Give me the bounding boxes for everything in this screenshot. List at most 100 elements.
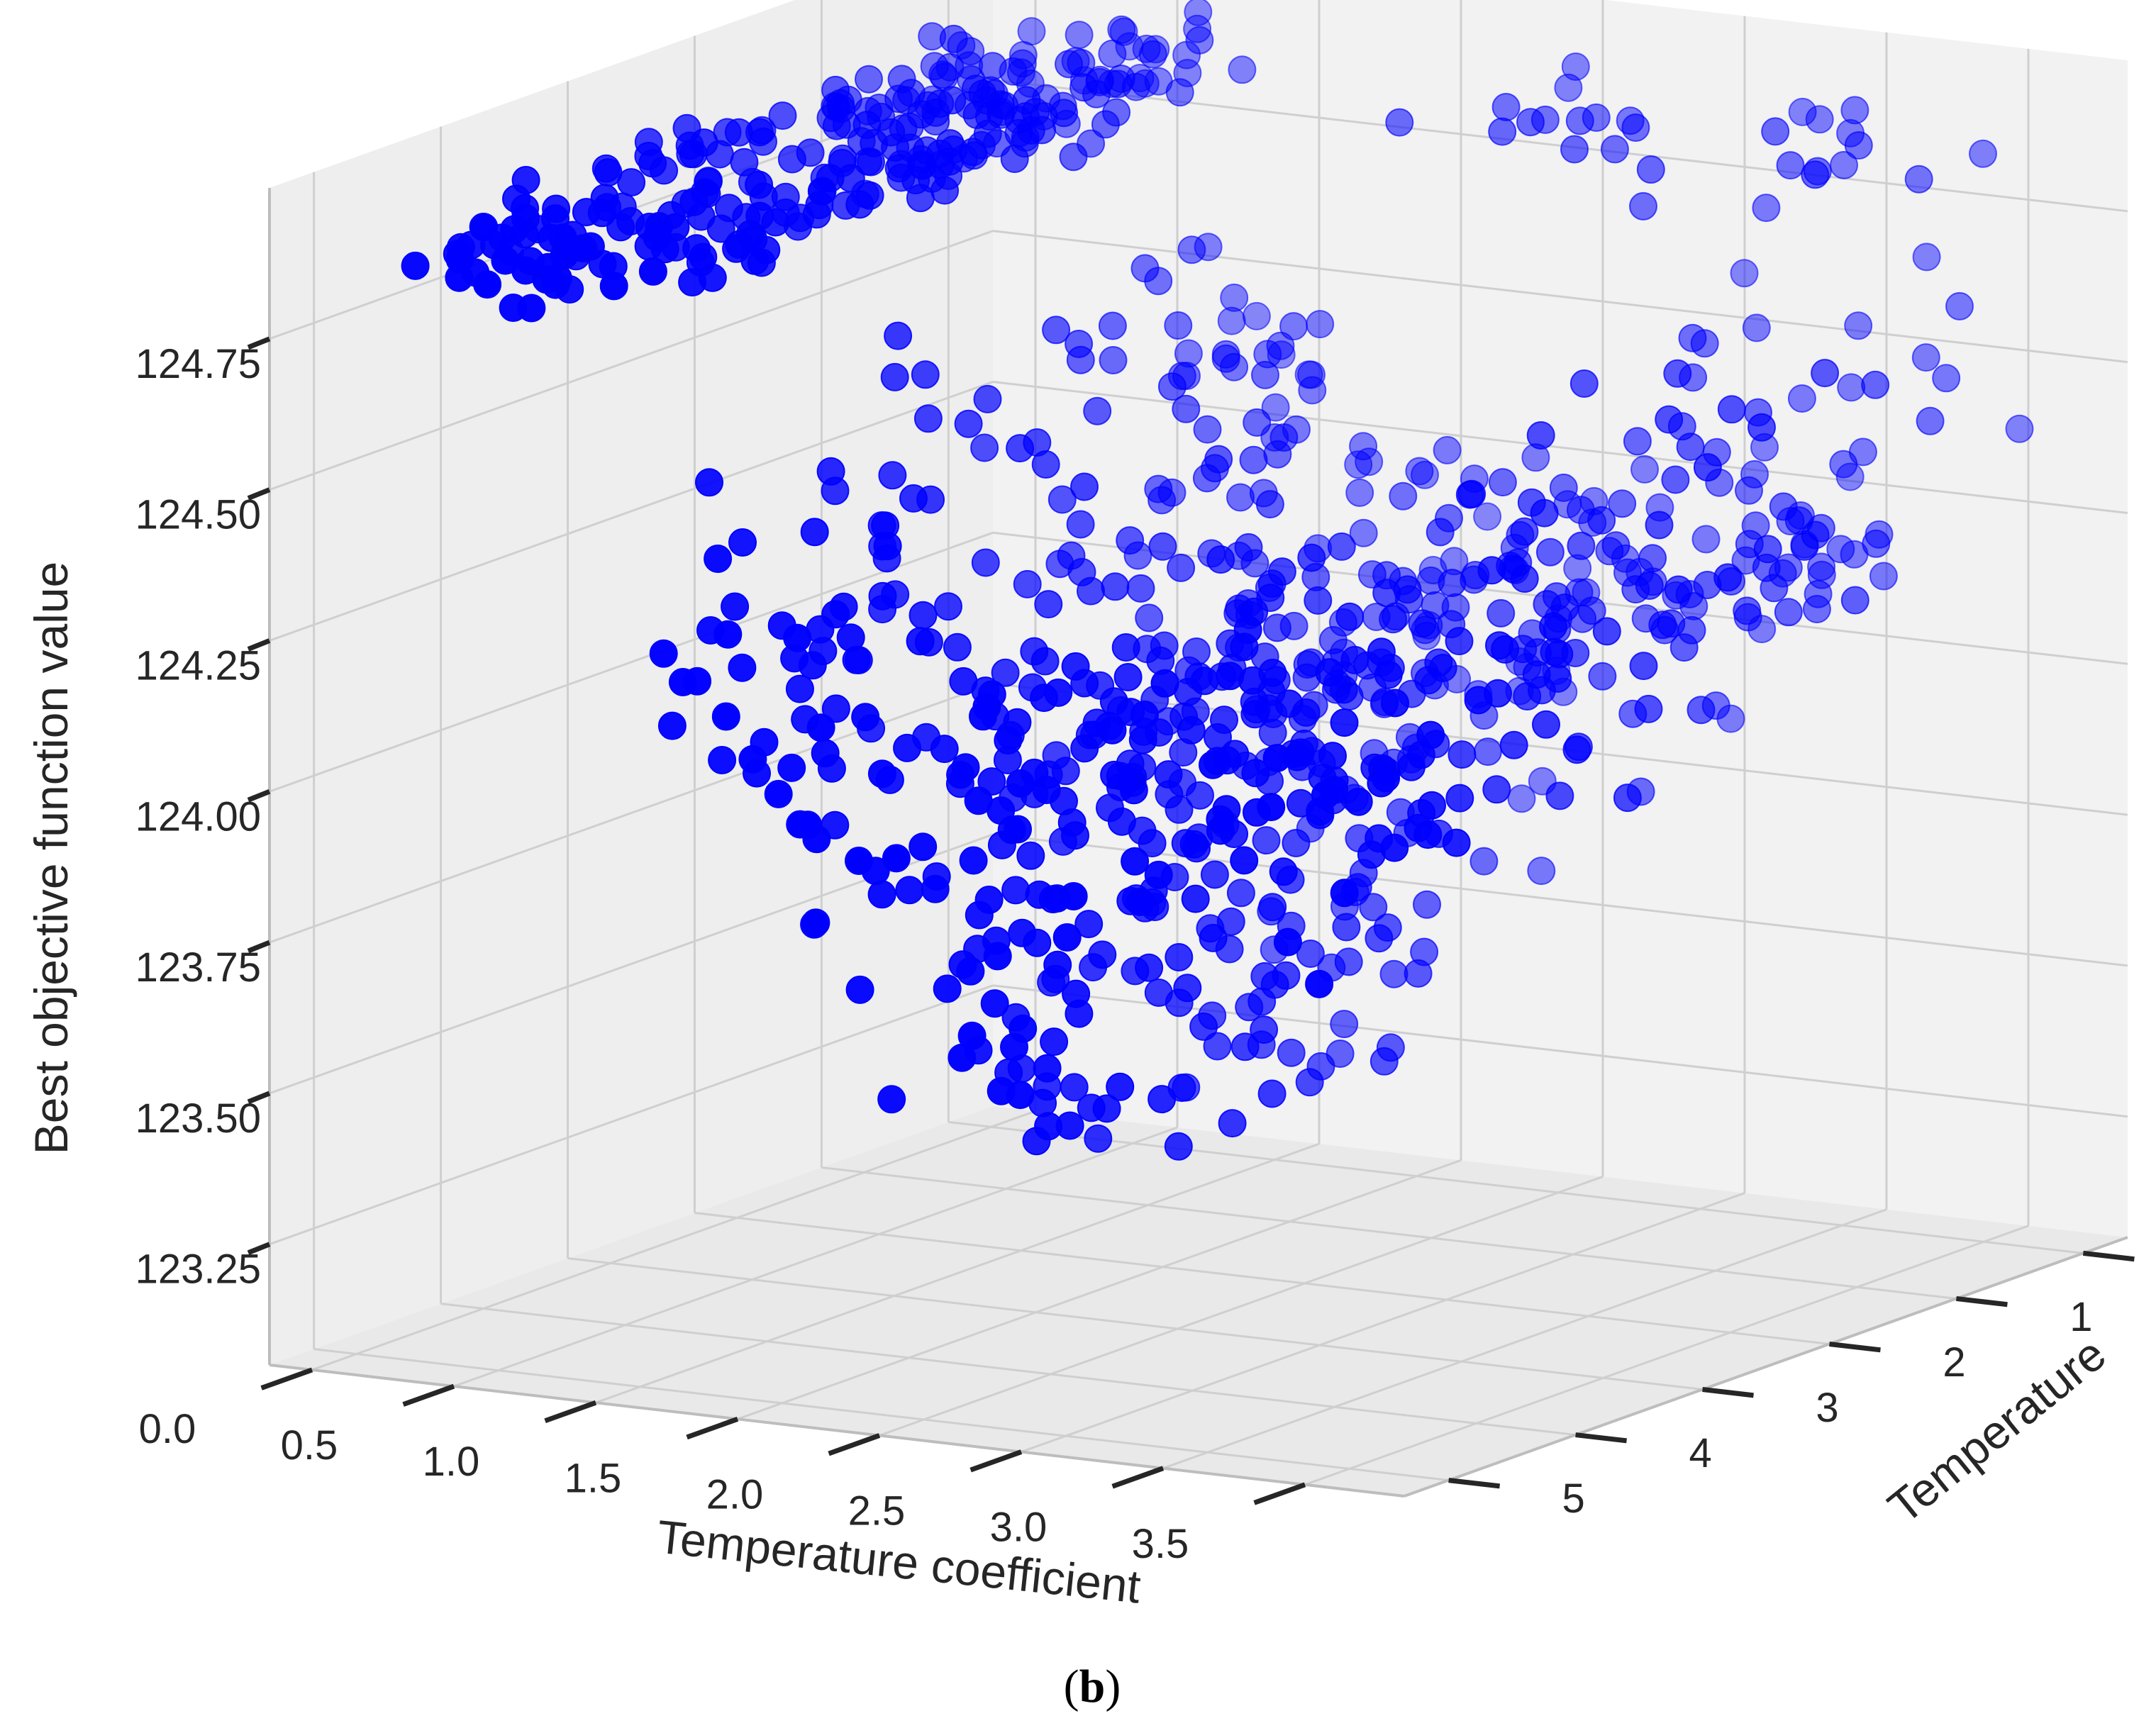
data-point (638, 257, 667, 286)
data-point (1083, 396, 1112, 425)
data-point (1148, 532, 1177, 561)
caption-letter: b (1079, 1661, 1106, 1712)
data-point (906, 627, 935, 656)
data-point (1840, 96, 1869, 125)
data-point (836, 623, 865, 652)
z-tick-mark (247, 940, 271, 954)
data-point (1752, 194, 1781, 223)
data-point (1340, 645, 1369, 674)
data-point (1788, 97, 1817, 126)
z-tick-mark (247, 638, 271, 652)
data-point (1561, 52, 1590, 81)
data-point (1413, 890, 1441, 919)
data-point (1193, 415, 1222, 444)
data-point (1032, 776, 1061, 804)
data-point (1206, 545, 1235, 574)
data-point (1119, 776, 1148, 805)
data-point (1298, 376, 1327, 405)
x-tick-mark (1253, 1482, 1306, 1505)
data-point (1101, 572, 1130, 601)
data-point (1623, 427, 1652, 456)
data-point (1473, 502, 1502, 531)
data-point (1457, 479, 1487, 508)
data-point (1753, 535, 1782, 564)
data-point (1242, 301, 1271, 330)
data-point (1663, 359, 1692, 388)
data-point (1904, 165, 1933, 194)
data-point (1000, 1032, 1028, 1061)
data-point (1098, 39, 1127, 68)
data-point (1655, 405, 1684, 434)
caption-close-paren: ) (1105, 1661, 1121, 1712)
data-point (1267, 557, 1296, 586)
data-point (1177, 235, 1206, 264)
x-tick-mark (544, 1400, 597, 1424)
data-point (1621, 113, 1650, 142)
data-point (1199, 750, 1227, 779)
data-point (1344, 787, 1373, 816)
data-point (1445, 784, 1474, 813)
data-point (811, 739, 840, 768)
y-axis-line (1404, 1236, 2128, 1498)
x-tick-label: 3.0 (990, 1505, 1048, 1551)
data-point (1438, 569, 1467, 598)
data-point (956, 957, 985, 986)
data-point (1349, 518, 1378, 547)
data-point (1006, 58, 1035, 87)
data-point (1216, 662, 1245, 691)
data-point (1220, 283, 1249, 312)
data-point (1033, 1054, 1062, 1083)
data-point (679, 187, 709, 216)
data-point (1098, 311, 1127, 340)
data-point (2005, 414, 2034, 443)
data-point (1128, 725, 1157, 754)
data-point (1840, 586, 1869, 615)
data-point (884, 321, 913, 350)
data-point (1286, 788, 1315, 818)
data-point (713, 620, 743, 649)
data-point (724, 118, 753, 147)
data-point (1608, 489, 1637, 518)
data-point (1157, 372, 1187, 401)
data-point (1261, 393, 1290, 422)
data-point (1226, 483, 1255, 512)
data-point (1126, 888, 1155, 916)
data-point (1545, 781, 1574, 810)
data-point (1664, 575, 1693, 604)
data-point (1669, 633, 1699, 662)
data-point (682, 234, 711, 263)
data-point (816, 457, 845, 486)
data-point (1106, 1072, 1135, 1101)
data-point (1044, 678, 1073, 707)
data-point (1060, 1073, 1089, 1102)
x-grid-line (311, 1110, 1036, 1371)
data-point (1189, 1012, 1218, 1041)
z-tick-label: 123.25 (135, 1247, 261, 1293)
data-point (1165, 795, 1194, 824)
data-point (1177, 715, 1206, 745)
data-point (1109, 17, 1138, 46)
data-point (1017, 17, 1046, 46)
data-point (1318, 742, 1347, 771)
z-tick-label: 123.75 (135, 944, 261, 991)
data-point (1190, 667, 1219, 696)
data-point (1216, 907, 1245, 936)
data-point (1717, 395, 1746, 424)
x-tick-label: 0.0 (139, 1406, 196, 1452)
data-point (1251, 360, 1279, 389)
data-point (1560, 135, 1589, 164)
data-point (800, 910, 829, 939)
data-point (877, 1085, 906, 1114)
data-point (1802, 595, 1831, 623)
data-point (1226, 879, 1255, 908)
data-point (1477, 556, 1506, 585)
data-point (954, 409, 983, 438)
data-point (1469, 847, 1499, 876)
data-point (1464, 686, 1493, 715)
data-point (1969, 139, 1997, 168)
data-point (1062, 979, 1091, 1008)
data-point (1761, 117, 1790, 146)
data-point (1774, 598, 1803, 627)
data-point (1099, 687, 1128, 716)
data-point (1218, 1109, 1247, 1138)
